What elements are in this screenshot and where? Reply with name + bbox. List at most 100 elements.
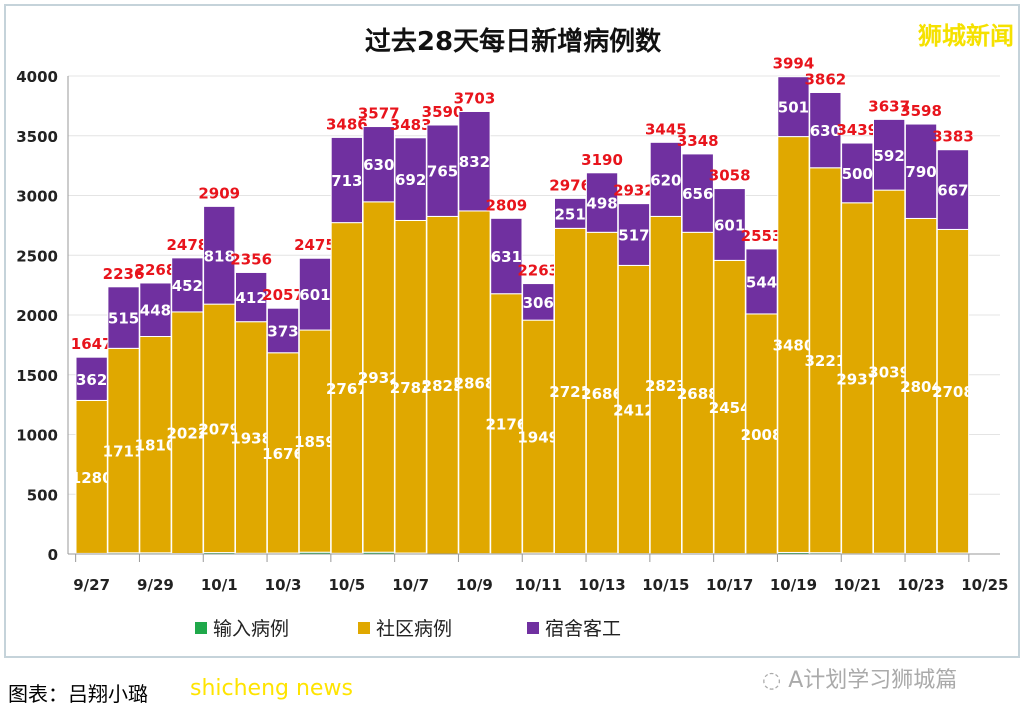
bar-1	[362, 201, 395, 553]
total-label: 3445	[645, 120, 687, 138]
bar-1	[235, 321, 268, 554]
data-label: 498	[586, 195, 617, 213]
total-label: 2809	[485, 196, 527, 214]
data-label: 832	[459, 153, 490, 171]
credit-overlay: shicheng news	[190, 676, 353, 701]
legend-label: 宿舍客工	[545, 618, 621, 640]
wechat-source: ◌ A计划学习狮城篇	[762, 668, 958, 693]
total-label: 2478	[166, 236, 208, 254]
data-label: 630	[363, 156, 394, 174]
bar-2	[522, 283, 555, 321]
total-label: 3486	[326, 115, 368, 133]
data-label: 2783	[390, 379, 432, 397]
total-label: 3577	[358, 105, 400, 123]
total-label: 3348	[677, 132, 719, 150]
bar-1	[75, 399, 108, 554]
total-label: 3637	[868, 97, 910, 115]
data-label: 452	[172, 277, 203, 295]
y-tick-label: 4000	[16, 68, 58, 86]
data-label: 251	[554, 205, 585, 223]
bar-1	[394, 219, 427, 554]
data-label: 630	[810, 122, 841, 140]
total-label: 2909	[198, 184, 240, 202]
bar-2	[266, 307, 300, 354]
data-label: 2823	[645, 377, 687, 395]
data-label: 2868	[454, 374, 496, 392]
bar-1	[330, 222, 364, 554]
bar-1	[458, 210, 491, 555]
data-label: 517	[618, 227, 649, 245]
x-tick-label: 9/27	[73, 576, 110, 594]
x-tick-label: 10/9	[456, 576, 493, 594]
total-label: 3190	[581, 151, 623, 169]
bar-1	[904, 217, 938, 555]
y-tick-label: 3500	[16, 128, 58, 146]
total-label: 2057	[262, 286, 304, 304]
bar-1	[490, 293, 523, 555]
x-tick-label: 10/11	[515, 576, 562, 594]
legend-label: 输入病例	[213, 618, 289, 640]
data-label: 2412	[613, 402, 655, 420]
data-label: 818	[204, 247, 235, 265]
data-label: 2079	[198, 420, 240, 438]
data-label: 1859	[294, 433, 336, 451]
data-label: 2708	[932, 383, 974, 401]
bar-2	[298, 257, 332, 331]
x-tick-label: 10/21	[834, 576, 881, 594]
data-label: 656	[682, 185, 713, 203]
data-label: 765	[427, 163, 458, 181]
data-label: 2767	[326, 380, 368, 398]
chart-credit: 图表：吕翔小璐	[8, 682, 148, 706]
bar-2	[330, 136, 364, 224]
bar-1	[617, 264, 651, 555]
data-label: 2022	[166, 425, 208, 443]
data-label: 2454	[709, 399, 751, 417]
total-label: 2932	[613, 182, 655, 200]
total-label: 2236	[103, 265, 145, 283]
bar-1	[139, 336, 172, 554]
x-tick-label: 10/3	[265, 576, 302, 594]
bar-2	[394, 137, 427, 221]
data-label: 3480	[773, 337, 815, 355]
x-tick-label: 10/17	[706, 576, 753, 594]
x-tick-label: 10/7	[392, 576, 429, 594]
x-tick-label: 10/5	[328, 576, 365, 594]
data-label: 620	[650, 171, 681, 189]
data-label: 713	[331, 172, 362, 190]
bar-2	[777, 76, 810, 138]
data-label: 601	[714, 216, 745, 234]
bar-1	[298, 329, 332, 553]
data-label: 592	[873, 147, 904, 165]
bar-1	[203, 303, 236, 554]
chart-frame	[4, 4, 1020, 658]
data-label: 2008	[741, 426, 783, 444]
total-label: 3439	[836, 121, 878, 139]
y-tick-label: 0	[48, 546, 58, 564]
data-label: 2825	[422, 377, 464, 395]
bar-2	[585, 172, 619, 233]
bar-2	[713, 188, 746, 261]
data-label: 1280	[71, 469, 113, 487]
x-tick-label: 10/19	[770, 576, 817, 594]
data-label: 2804	[900, 378, 942, 396]
x-tick-label: 10/23	[897, 576, 944, 594]
data-label: 692	[395, 171, 426, 189]
y-tick-label: 500	[27, 486, 58, 504]
bar-2	[873, 118, 906, 191]
bar-1	[107, 347, 140, 554]
data-label: 1711	[103, 443, 145, 461]
legend-swatch	[358, 622, 370, 634]
bar-2	[904, 123, 938, 219]
bar-1	[522, 319, 555, 554]
data-label: 667	[937, 182, 968, 200]
x-tick-label: 10/15	[642, 576, 689, 594]
bar-1	[681, 231, 714, 555]
stacked-bar-chart: 过去28天每日新增病例数 0 500 1000 1500 2000 2500 3000 3500…	[16, 26, 1008, 640]
legend-swatch	[195, 622, 207, 634]
y-tick-label: 1000	[16, 427, 58, 445]
data-label: 515	[108, 310, 139, 328]
total-label: 3383	[932, 128, 974, 146]
y-tick-label: 2500	[16, 247, 58, 265]
bar-2	[809, 91, 842, 169]
bar-2	[936, 149, 970, 230]
